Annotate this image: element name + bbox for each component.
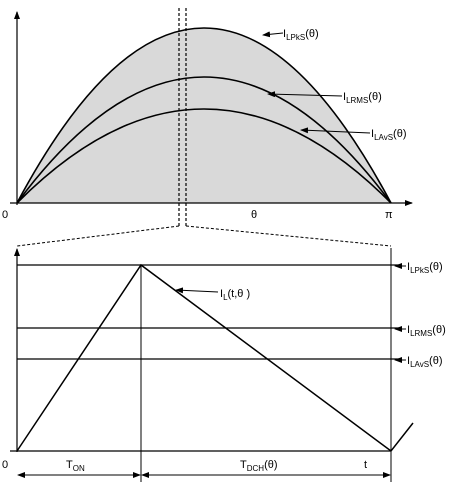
ton-interval-label: TON — [66, 459, 85, 473]
bottom-end-label: t — [364, 459, 367, 471]
bottom-plot: 0 t IL(t,θ ) ILPkS(θ) ILRMS(θ) ILAvS(θ) … — [2, 248, 446, 482]
top-end-label: π — [385, 209, 393, 221]
zoom-connector-right — [185, 225, 392, 247]
rms-label-leader — [267, 91, 343, 98]
avg-label-leader — [300, 127, 371, 134]
zoom-connector-left — [16, 225, 180, 247]
peak-curve — [16, 27, 392, 204]
peak-label-leader — [262, 31, 284, 38]
waveform-label-leader — [175, 287, 219, 294]
bottom-origin-label: 0 — [2, 459, 8, 471]
rms-curve-label: ILRMS(θ) — [343, 91, 382, 105]
top-plot: 0 θ π ILPkS(θ) ILRMS(θ) ILAvS(θ) — [2, 8, 413, 226]
avg-curve — [16, 108, 392, 204]
tdch-interval-label: TDCH(θ) — [240, 459, 278, 473]
peak-curve-label: ILPkS(θ) — [283, 28, 319, 42]
rms-curve — [16, 76, 392, 204]
peak-level-label: ILPkS(θ) — [407, 261, 443, 275]
avg-curve-label: ILAvS(θ) — [371, 128, 407, 142]
rms-level-label: ILRMS(θ) — [407, 324, 446, 338]
top-x-axis-label: θ — [251, 209, 257, 221]
peak-envelope-fill — [17, 28, 391, 203]
waveform-label: IL(t,θ ) — [220, 288, 250, 302]
avg-level-label: ILAvS(θ) — [407, 355, 443, 369]
top-origin-label: 0 — [2, 209, 8, 221]
inductor-current-waveform — [16, 263, 414, 453]
